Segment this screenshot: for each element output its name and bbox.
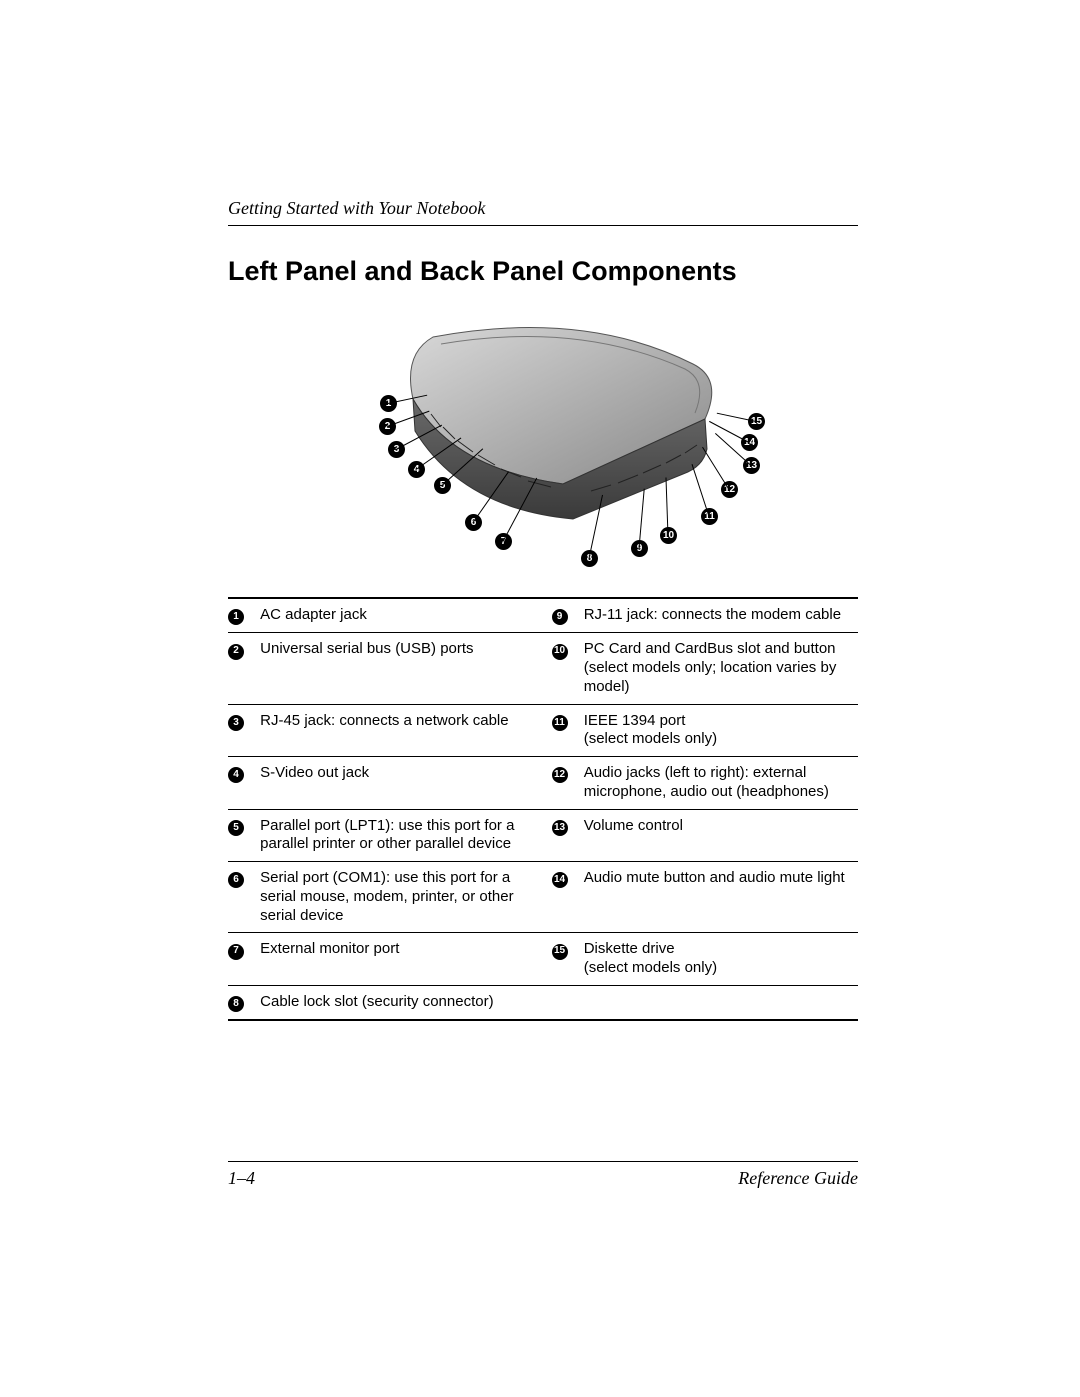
callout-badge: 15 xyxy=(748,413,765,430)
num-badge: 8 xyxy=(228,996,244,1012)
legend-desc-right: IEEE 1394 port(select models only) xyxy=(584,704,858,757)
num-badge: 12 xyxy=(552,767,568,783)
num-badge: 14 xyxy=(552,872,568,888)
legend-desc-right: Volume control xyxy=(584,809,858,862)
num-badge: 5 xyxy=(228,820,244,836)
table-row: 3 RJ-45 jack: connects a network cable11 I… xyxy=(228,704,858,757)
legend-desc-left: Parallel port (LPT1): use this port for … xyxy=(260,809,551,862)
num-badge: 6 xyxy=(228,872,244,888)
footer-title: Reference Guide xyxy=(738,1168,858,1189)
running-header: Getting Started with Your Notebook xyxy=(228,198,858,219)
num-badge: 2 xyxy=(228,644,244,660)
callout-badge: 12 xyxy=(721,481,738,498)
legend-desc-left: External monitor port xyxy=(260,933,551,986)
num-badge: 3 xyxy=(228,715,244,731)
table-row: 6 Serial port (COM1): use this port for a… xyxy=(228,862,858,933)
table-row: 5 Parallel port (LPT1): use this port for… xyxy=(228,809,858,862)
table-row: 7 External monitor port15 Diskette drive(s… xyxy=(228,933,858,986)
table-row: 1 AC adapter jack9 RJ-11 jack: connects th… xyxy=(228,599,858,633)
legend-num-left: 4 xyxy=(228,757,260,810)
table-row: 2 Universal serial bus (USB) ports10 PC Ca… xyxy=(228,633,858,704)
num-badge: 13 xyxy=(552,820,568,836)
table-row: 4 S-Video out jack12 Audio jacks (left to … xyxy=(228,757,858,810)
callout-badge: 11 xyxy=(701,508,718,525)
num-badge: 10 xyxy=(552,644,568,660)
legend-desc-right: Audio jacks (left to right): external mi… xyxy=(584,757,858,810)
legend-desc-left: Serial port (COM1): use this port for a … xyxy=(260,862,551,933)
num-badge: 4 xyxy=(228,767,244,783)
legend-desc-left: Cable lock slot (security connector) xyxy=(260,985,551,1019)
page-title: Left Panel and Back Panel Components xyxy=(228,256,858,287)
legend-num-left: 6 xyxy=(228,862,260,933)
legend-num-left: 5 xyxy=(228,809,260,862)
footer-line: 1–4 Reference Guide xyxy=(228,1168,858,1189)
legend-desc-left: AC adapter jack xyxy=(260,599,551,633)
legend-desc-left: S-Video out jack xyxy=(260,757,551,810)
page-number: 1–4 xyxy=(228,1168,255,1189)
legend-num-left: 7 xyxy=(228,933,260,986)
legend-num-left: 2 xyxy=(228,633,260,704)
num-badge: 1 xyxy=(228,609,244,625)
table-row: 8 Cable lock slot (security connector) xyxy=(228,985,858,1019)
laptop-diagram: 123456789101112131415 xyxy=(323,309,763,579)
legend-num-left: 3 xyxy=(228,704,260,757)
footer-rule xyxy=(228,1161,858,1162)
legend-desc-right xyxy=(584,985,858,1019)
legend-num-right: 9 xyxy=(552,599,584,633)
legend-num-right: 11 xyxy=(552,704,584,757)
legend-num-right: 15 xyxy=(552,933,584,986)
legend-num-right: 12 xyxy=(552,757,584,810)
num-badge: 7 xyxy=(228,944,244,960)
legend-table: 1 AC adapter jack9 RJ-11 jack: connects th… xyxy=(228,599,858,1019)
header-rule xyxy=(228,225,858,226)
callout-badge: 14 xyxy=(741,434,758,451)
legend-num-right: 10 xyxy=(552,633,584,704)
num-badge: 9 xyxy=(552,609,568,625)
legend-num-left: 1 xyxy=(228,599,260,633)
legend-desc-right: Audio mute button and audio mute light xyxy=(584,862,858,933)
document-page: Getting Started with Your Notebook Left … xyxy=(0,0,1080,1397)
legend-desc-right: Diskette drive(select models only) xyxy=(584,933,858,986)
legend-desc-right: PC Card and CardBus slot and button (sel… xyxy=(584,633,858,704)
legend-num-left: 8 xyxy=(228,985,260,1019)
page-footer: 1–4 Reference Guide xyxy=(228,1161,858,1189)
legend-num-right xyxy=(552,985,584,1019)
legend-desc-right: RJ-11 jack: connects the modem cable xyxy=(584,599,858,633)
legend-desc-left: RJ-45 jack: connects a network cable xyxy=(260,704,551,757)
legend-num-right: 13 xyxy=(552,809,584,862)
num-badge: 15 xyxy=(552,944,568,960)
callout-badge: 10 xyxy=(660,527,677,544)
legend-desc-left: Universal serial bus (USB) ports xyxy=(260,633,551,704)
num-badge: 11 xyxy=(552,715,568,731)
content-block: Getting Started with Your Notebook Left … xyxy=(228,198,858,1021)
legend-table-wrap: 1 AC adapter jack9 RJ-11 jack: connects th… xyxy=(228,597,858,1021)
legend-num-right: 14 xyxy=(552,862,584,933)
